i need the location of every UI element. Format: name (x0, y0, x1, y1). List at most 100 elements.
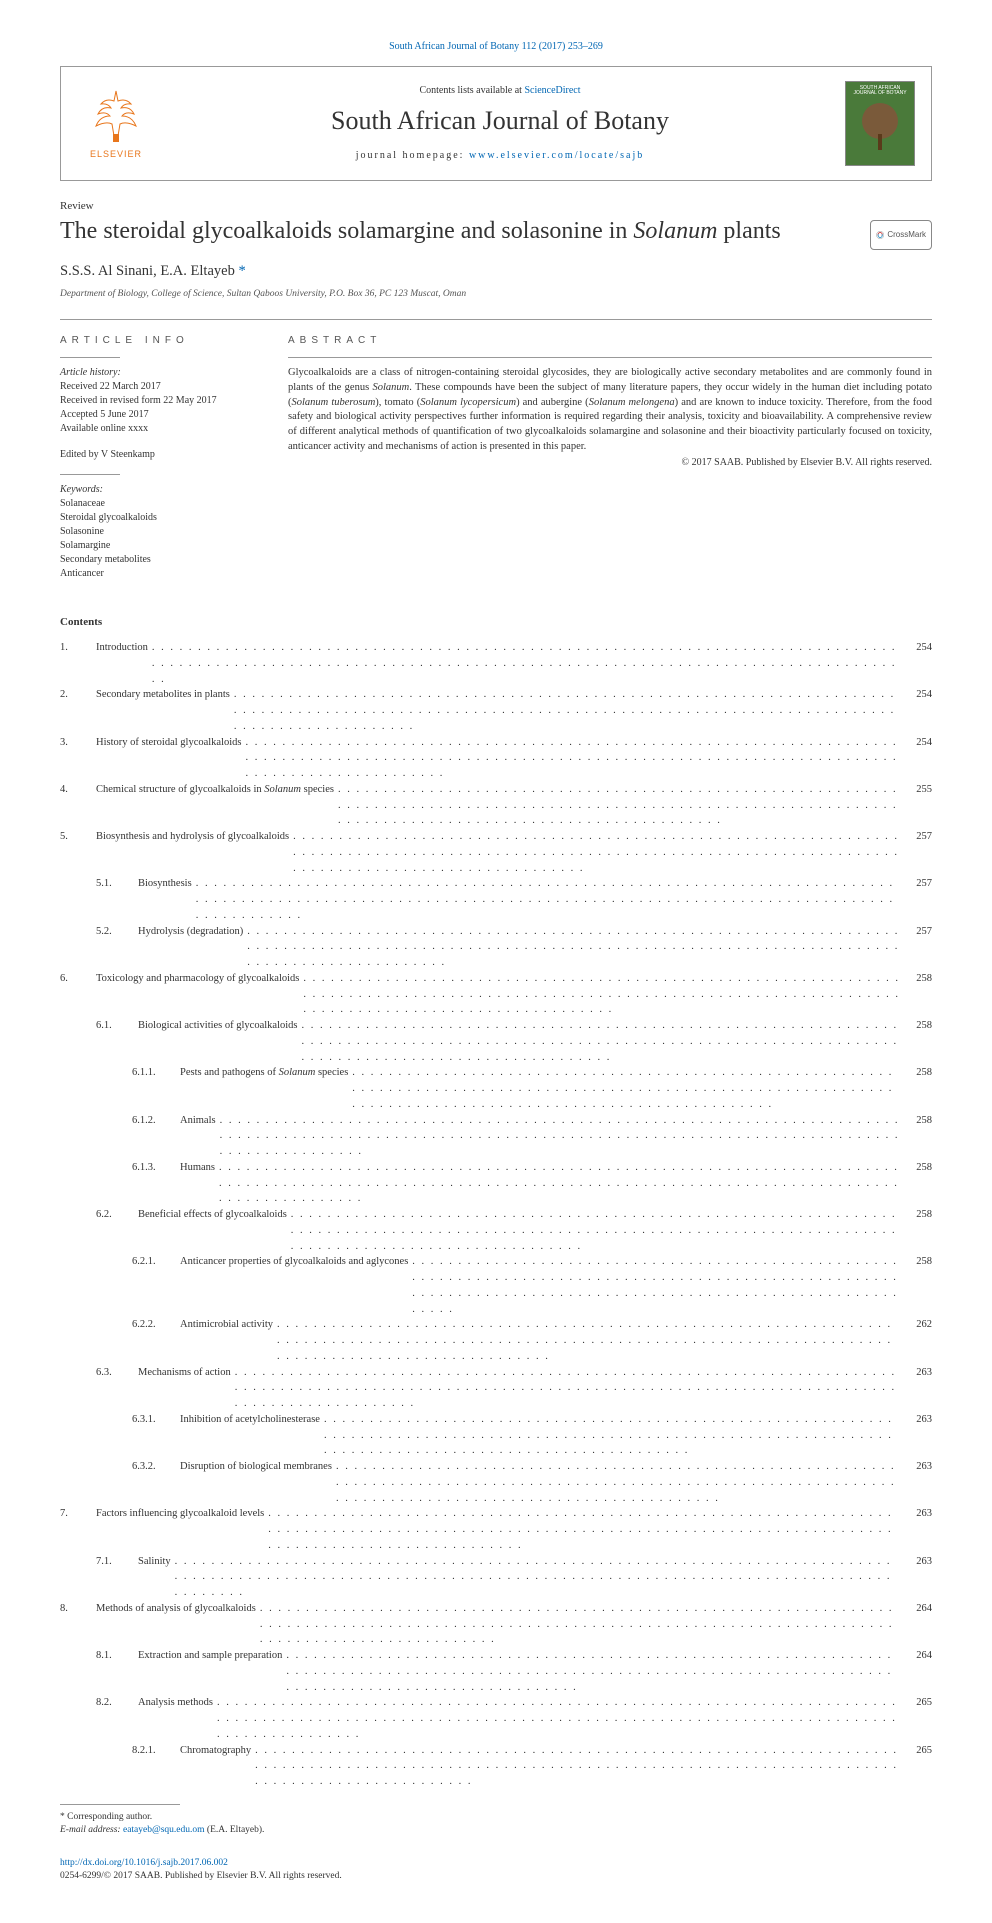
toc-row: 6. Toxicology and pharmacology of glycoal… (60, 971, 932, 1018)
sciencedirect-link[interactable]: ScienceDirect (524, 85, 580, 96)
toc-title[interactable]: Animals (180, 1113, 216, 1129)
toc-page: 258 (904, 1207, 932, 1223)
journal-name: South African Journal of Botany (155, 103, 845, 138)
toc-dots (219, 1160, 900, 1207)
toc-title[interactable]: Inhibition of acetylcholinesterase (180, 1412, 320, 1428)
toc-page: 254 (904, 735, 932, 751)
toc-row: 8.Methods of analysis of glycoalkaloids2… (60, 1601, 932, 1648)
toc-title[interactable]: Extraction and sample preparation (138, 1648, 282, 1664)
keywords-label: Keywords: (60, 483, 252, 497)
toc-title[interactable]: Secondary metabolites in plants (96, 687, 230, 703)
toc-number: 7. (60, 1506, 86, 1522)
author-names: S.S.S. Al Sinani, E.A. Eltayeb (60, 263, 238, 279)
toc-title[interactable]: Antimicrobial activity (180, 1317, 273, 1333)
email-suffix: (E.A. Eltayeb). (205, 1825, 265, 1835)
toc-number: 6.3. (96, 1365, 128, 1381)
toc-row: 1.Introduction254 (60, 640, 932, 687)
toc-row: 6.2.2.Antimicrobial activity262 (60, 1317, 932, 1364)
toc-dots (277, 1317, 900, 1364)
toc-number: 8. (60, 1601, 86, 1617)
crossmark-badge[interactable]: CrossMark (870, 220, 932, 250)
keywords-block: Keywords: SolanaceaeSteroidal glycoalkal… (60, 483, 252, 581)
toc-number: 3. (60, 735, 86, 751)
article-info-column: article info Article history: Received 2… (60, 334, 270, 594)
article-info-heading: article info (60, 334, 252, 348)
toc-title[interactable]: Anticancer properties of glycoalkaloids … (180, 1254, 408, 1270)
toc-page: 257 (904, 924, 932, 940)
toc-number: 5.1. (96, 876, 128, 892)
toc-title[interactable]: Biosynthesis and hydrolysis of glycoalka… (96, 829, 289, 845)
homepage-link[interactable]: www.elsevier.com/locate/sajb (469, 150, 644, 161)
toc-dots (303, 971, 900, 1018)
toc-title[interactable]: Toxicology and pharmacology of glycoalka… (96, 971, 299, 987)
toc-number: 8.2.1. (132, 1743, 170, 1759)
toc-dots (336, 1459, 900, 1506)
toc-dots (217, 1695, 900, 1742)
contents-heading: Contents (60, 615, 932, 630)
article-title-row: The steroidal glycoalkaloids solamargine… (60, 216, 932, 250)
affiliation: Department of Biology, College of Scienc… (60, 288, 932, 301)
toc-page: 258 (904, 1018, 932, 1034)
header-center: Contents lists available at ScienceDirec… (155, 84, 845, 162)
toc-title[interactable]: Methods of analysis of glycoalkaloids (96, 1601, 256, 1617)
doi-link[interactable]: http://dx.doi.org/10.1016/j.sajb.2017.06… (60, 1858, 228, 1868)
toc-title[interactable]: Disruption of biological membranes (180, 1459, 332, 1475)
toc-row: 6.1.1.Pests and pathogens of Solanum spe… (60, 1065, 932, 1112)
toc-title[interactable]: Beneficial effects of glycoalkaloids (138, 1207, 287, 1223)
toc-row: 7. Factors influencing glycoalkaloid leve… (60, 1506, 932, 1553)
toc-page: 262 (904, 1317, 932, 1333)
running-header-link[interactable]: South African Journal of Botany 112 (201… (389, 41, 603, 52)
toc-number: 7.1. (96, 1554, 128, 1570)
keyword-item: Anticancer (60, 567, 252, 581)
journal-cover-title: SOUTH AFRICAN JOURNAL OF BOTANY (850, 86, 910, 96)
toc-row: 6.1.2.Animals258 (60, 1113, 932, 1160)
toc-row: 2.Secondary metabolites in plants254 (60, 687, 932, 734)
info-rule (60, 357, 120, 358)
toc-title[interactable]: Salinity (138, 1554, 171, 1570)
contents-prefix: Contents lists available at (419, 85, 524, 96)
toc-row: 6.2.1.Anticancer properties of glycoalka… (60, 1254, 932, 1317)
toc-dots (260, 1601, 900, 1648)
toc-title[interactable]: Analysis methods (138, 1695, 213, 1711)
toc-title[interactable]: Factors influencing glycoalkaloid levels (96, 1506, 264, 1522)
title-pre: The steroidal glycoalkaloids solamargine… (60, 218, 633, 244)
toc-dots (235, 1365, 900, 1412)
toc-number: 1. (60, 640, 86, 656)
toc-dots (338, 782, 900, 829)
email-link[interactable]: eatayeb@squ.edu.om (123, 1825, 205, 1835)
toc-title[interactable]: Hydrolysis (degradation) (138, 924, 243, 940)
toc-title[interactable]: Mechanisms of action (138, 1365, 231, 1381)
toc-page: 263 (904, 1554, 932, 1570)
toc-number: 6. (60, 971, 86, 987)
toc-number: 6.3.1. (132, 1412, 170, 1428)
abstract-column: abstract Glycoalkaloids are a class of n… (270, 334, 932, 594)
toc-row: 6.3.1. Inhibition of acetylcholinesterase… (60, 1412, 932, 1459)
toc-title[interactable]: Chemical structure of glycoalkaloids in … (96, 782, 334, 798)
elsevier-tree-icon (86, 86, 146, 146)
toc-title[interactable]: Introduction (96, 640, 148, 656)
toc-title[interactable]: Chromatography (180, 1743, 251, 1759)
toc-number: 8.1. (96, 1648, 128, 1664)
toc-title[interactable]: Biosynthesis (138, 876, 192, 892)
toc-page: 258 (904, 971, 932, 987)
doi-block: http://dx.doi.org/10.1016/j.sajb.2017.06… (60, 1857, 932, 1883)
toc-number: 5.2. (96, 924, 128, 940)
toc-title[interactable]: Biological activities of glycoalkaloids (138, 1018, 298, 1034)
history-label: Article history: (60, 366, 252, 380)
toc-dots (324, 1412, 900, 1459)
toc-title[interactable]: History of steroidal glycoalkaloids (96, 735, 242, 751)
table-of-contents: 1. Introduction 2542.Secondary metabolites… (60, 640, 932, 1790)
title-italic: Solanum (633, 218, 717, 244)
journal-header: ELSEVIER Contents lists available at Sci… (60, 66, 932, 181)
toc-page: 258 (904, 1160, 932, 1176)
corresponding-marker[interactable]: * (238, 263, 245, 279)
email-label: E-mail address: (60, 1825, 123, 1835)
toc-title[interactable]: Humans (180, 1160, 215, 1176)
history-received: Received 22 March 2017 (60, 380, 252, 394)
toc-dots (352, 1065, 900, 1112)
issn-copyright-line: 0254-6299/© 2017 SAAB. Published by Else… (60, 1870, 932, 1883)
crossmark-icon (876, 226, 884, 244)
corresponding-author-block: * Corresponding author. E-mail address: … (60, 1811, 932, 1838)
toc-title[interactable]: Pests and pathogens of Solanum species (180, 1065, 348, 1081)
toc-number: 4. (60, 782, 86, 798)
